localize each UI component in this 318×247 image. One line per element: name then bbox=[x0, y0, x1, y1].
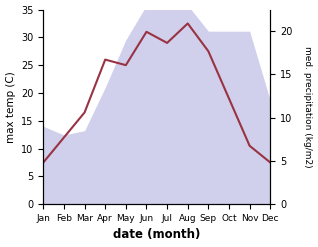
X-axis label: date (month): date (month) bbox=[113, 228, 200, 242]
Y-axis label: med. precipitation (kg/m2): med. precipitation (kg/m2) bbox=[303, 46, 313, 168]
Y-axis label: max temp (C): max temp (C) bbox=[5, 71, 16, 143]
